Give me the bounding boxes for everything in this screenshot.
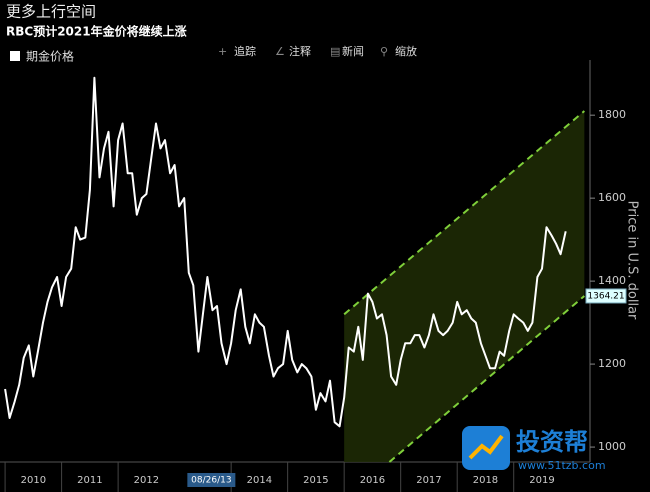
- y-tick-label: 1600: [598, 191, 626, 204]
- y-axis-label: Price in U.S. dollar: [625, 201, 640, 320]
- x-tick-label: 2015: [303, 475, 328, 486]
- y-tick-label: 1200: [598, 357, 626, 370]
- watermark: 投资帮 www.51tzb.com: [462, 426, 606, 472]
- toolbar-icon: ⚲: [380, 45, 388, 58]
- x-tick-label: 2018: [473, 475, 498, 486]
- x-tick-label: 2014: [247, 475, 272, 486]
- watermark-brand: 投资帮: [516, 428, 588, 456]
- legend-swatch: [10, 51, 20, 61]
- legend-label: 期金价格: [26, 49, 74, 64]
- x-tick-label: 2019: [529, 475, 554, 486]
- toolbar-icon: +: [218, 45, 227, 58]
- price-line: [4, 76, 567, 428]
- channel-line: [343, 110, 585, 316]
- cursor-box: [187, 473, 236, 487]
- x-tick-label: 2012: [134, 475, 159, 486]
- x-tick-label: 2016: [360, 475, 385, 486]
- toolbar-icon: ∠: [275, 45, 285, 58]
- value-tag: [585, 288, 627, 304]
- watermark-logo-arrow: [468, 434, 504, 460]
- x-tick-label: 2011: [77, 475, 102, 486]
- x-tick-label: 2017: [416, 475, 441, 486]
- toolbar-button[interactable]: 新闻: [342, 44, 364, 58]
- y-tick-label: 1400: [598, 274, 626, 287]
- y-tick-label: 1000: [598, 440, 626, 453]
- watermark-url: www.51tzb.com: [518, 459, 606, 472]
- toolbar: + 追踪 ∠ 注释 ▤ 新闻 ⚲ 缩放: [218, 44, 417, 58]
- cursor-label: 08/26/13: [191, 476, 231, 486]
- y-tick-label: 1800: [598, 108, 626, 121]
- toolbar-icon: ▤: [330, 45, 340, 58]
- title: 更多上行空间: [6, 3, 96, 21]
- channel-fill: [344, 111, 585, 462]
- toolbar-button[interactable]: 缩放: [395, 44, 417, 58]
- value-tag-label: 1364.21: [587, 291, 624, 301]
- toolbar-button[interactable]: 注释: [289, 44, 311, 58]
- subtitle: RBC预计2021年金价将继续上涨: [6, 24, 187, 39]
- x-tick-label: 2010: [21, 475, 46, 486]
- channel-line: [388, 295, 585, 463]
- toolbar-button[interactable]: 追踪: [234, 44, 256, 58]
